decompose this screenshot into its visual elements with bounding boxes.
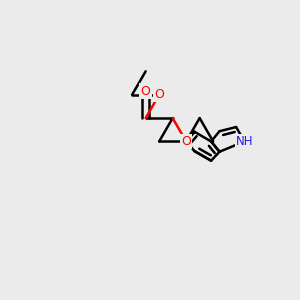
Text: NH: NH bbox=[236, 135, 253, 148]
Text: O: O bbox=[141, 85, 151, 98]
Text: O: O bbox=[181, 135, 191, 148]
Text: O: O bbox=[154, 88, 164, 101]
